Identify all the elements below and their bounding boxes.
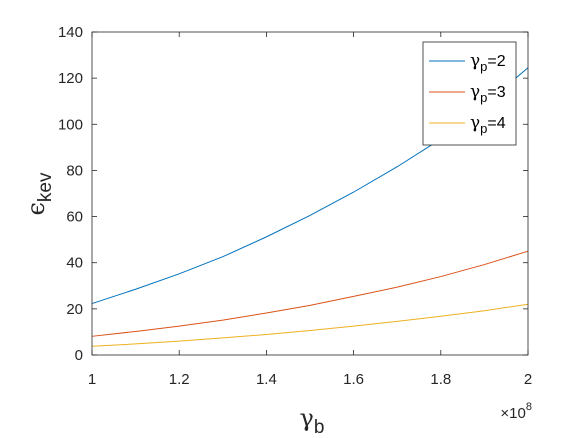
x-tick-label: 2 [524, 371, 532, 388]
x-tick-label: 1.2 [169, 371, 190, 388]
y-tick-label: 80 [66, 162, 83, 179]
legend-label-base: γ [470, 51, 480, 71]
y-tick-label: 0 [75, 347, 83, 364]
y-tick-label: 60 [66, 209, 83, 226]
legend-box [422, 41, 517, 146]
x-tick-label: 1 [88, 371, 96, 388]
x-axis-label: γb [300, 404, 325, 438]
series-line-2 [91, 250, 529, 337]
legend-label-base: γ [470, 82, 480, 102]
legend-label-base: γ [470, 113, 480, 133]
x-axis-label-base: γ [300, 404, 314, 432]
plot-frame [91, 31, 529, 356]
legend-label-subscript: p [480, 59, 487, 74]
y-tick-label: 140 [58, 24, 83, 41]
series-line-3 [91, 303, 529, 347]
axis-labels: γb ϵkev ×108 [22, 172, 532, 438]
x-tick-label: 1.4 [256, 371, 277, 388]
x-axis-multiplier-base: ×10 [500, 405, 525, 422]
y-tick-label: 40 [66, 255, 83, 272]
legend: γp=2γp=3γp=4 [422, 41, 517, 146]
legend-label-2: γp=3 [470, 82, 506, 105]
legend-label-suffix: =2 [487, 53, 505, 70]
y-axis-label-subscript: kev [35, 172, 56, 202]
y-tick-label: 20 [66, 301, 83, 318]
x-tick-label: 1.6 [343, 371, 364, 388]
legend-label-1: γp=2 [470, 51, 506, 74]
x-axis-multiplier: ×108 [500, 401, 532, 422]
x-tick-label: 1.8 [430, 371, 451, 388]
y-tick-label: 100 [58, 116, 83, 133]
legend-label-subscript: p [480, 90, 487, 105]
y-axis-label: ϵkev [22, 172, 56, 216]
x-axis-multiplier-exponent: 8 [526, 401, 532, 413]
y-axis-label-base: ϵ [22, 202, 50, 215]
legend-label-suffix: =4 [487, 115, 505, 132]
legend-label-suffix: =3 [487, 84, 505, 101]
y-tick-label: 120 [58, 70, 83, 87]
legend-label-subscript: p [480, 121, 487, 136]
legend-label-3: γp=4 [470, 113, 506, 136]
x-axis-label-subscript: b [314, 417, 325, 438]
